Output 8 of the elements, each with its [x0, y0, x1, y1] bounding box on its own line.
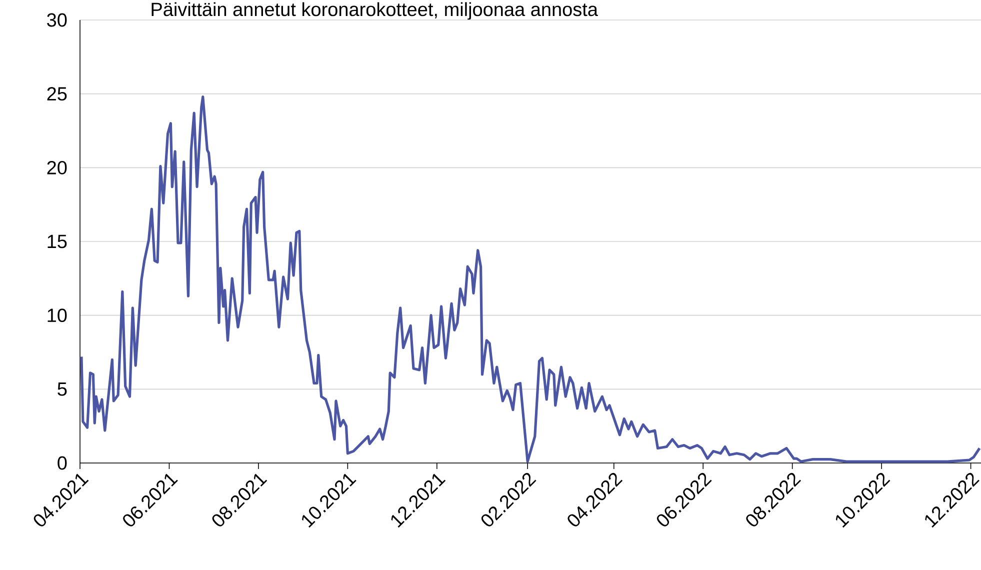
y-tick-label: 15: [48, 234, 67, 248]
y-tick-label: 30: [47, 13, 67, 27]
y-tick-label: 10: [48, 308, 67, 322]
y-tick-label: 20: [47, 160, 67, 174]
y-tick-label: 25: [47, 87, 67, 101]
y-tick-label: 0: [58, 456, 67, 470]
chart-title: Päivittäin annetut koronarokotteet, miljoonaa annosta: [152, 2, 598, 20]
y-tick-label: 5: [58, 382, 67, 396]
